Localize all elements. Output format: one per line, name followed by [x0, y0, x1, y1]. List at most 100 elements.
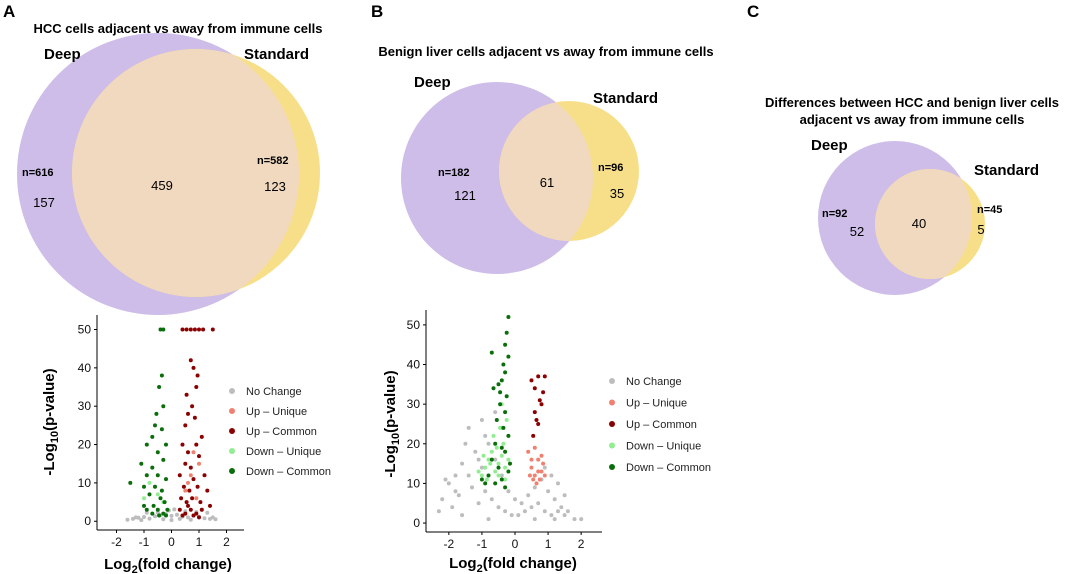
- volcano-b-point-s1-5: [531, 477, 536, 482]
- venn-b-overlap-count: 61: [540, 175, 554, 190]
- volcano-b-point-s3-16: [504, 418, 509, 422]
- volcano-a-point-s2-33: [198, 500, 203, 505]
- volcano-b-point-s0-9: [499, 473, 504, 478]
- volcano-a-point-s2-17: [180, 442, 185, 447]
- volcano-b-point-s0-31: [522, 509, 527, 514]
- volcano-a-point-s0-8: [175, 512, 179, 517]
- volcano-b-point-s4-12: [494, 418, 499, 422]
- volcano-b-xtick-label-4: 2: [578, 537, 585, 551]
- volcano-b-point-s0-30: [516, 513, 521, 518]
- venn-a-title: HCC cells adjacent vs away from immune c…: [33, 21, 322, 36]
- volcano-a-point-s4-19: [153, 484, 157, 489]
- volcano-b-point-s0-27: [496, 505, 501, 510]
- volcano-b-point-s1-13: [532, 445, 537, 450]
- volcano-a-point-s2-20: [197, 454, 201, 459]
- volcano-a-point-s2-26: [181, 484, 186, 489]
- volcano-b-points: [436, 315, 584, 522]
- volcano-a-point-s4-16: [144, 473, 149, 478]
- volcano-a-point-s1-5: [191, 450, 196, 455]
- volcano-a-point-s1-4: [186, 480, 190, 485]
- volcano-b-point-s4-16: [499, 445, 504, 450]
- volcano-a-point-s4-2: [159, 373, 164, 378]
- volcano-a-point-s4-29: [150, 511, 155, 516]
- venn-a-overlap: [71, 48, 299, 298]
- volcano-a-point-s4-13: [161, 457, 166, 462]
- volcano-b-point-s0-14: [532, 485, 537, 490]
- volcano-b-point-s4-19: [496, 465, 501, 470]
- volcano-b-xtick-label-3: 1: [545, 537, 552, 551]
- volcano-a-point-s2-35: [183, 511, 188, 516]
- volcano-b-point-s1-9: [541, 461, 546, 466]
- volcano-a-point-s4-27: [155, 507, 160, 512]
- volcano-b-point-s4-27: [508, 461, 512, 466]
- volcano-b-point-s4-7: [503, 370, 508, 375]
- volcano-a-point-s2-39: [208, 503, 212, 508]
- volcano-a-legend: No Change Up – Unique Up – Common Down – Un…: [229, 386, 331, 478]
- volcano-a-point-s0-25: [139, 518, 144, 523]
- volcano-a-point-s2-8: [191, 365, 196, 370]
- volcano-b-point-s2-2: [536, 374, 541, 379]
- venn-b-title: Benign liver cells adjacent vs away from…: [378, 44, 713, 59]
- volcano-a-point-s2-22: [188, 465, 193, 470]
- volcano-b-legend-label-0: No Change: [626, 376, 682, 388]
- volcano-b-xtick-label-1: -1: [477, 537, 488, 551]
- volcano-a-point-s4-17: [164, 477, 168, 482]
- volcano-a-point-s4-31: [165, 507, 170, 512]
- volcano-b-point-s0-42: [486, 517, 491, 522]
- volcano-a-point-s4-4: [161, 404, 166, 409]
- volcano-b-legend-swatch-2: [609, 421, 615, 427]
- volcano-b-point-s3-17: [484, 477, 489, 482]
- volcano-b-point-s0-17: [552, 497, 557, 502]
- volcano-a-point-s2-28: [195, 484, 200, 489]
- volcano-b-ytick-label-4: 40: [407, 358, 421, 372]
- volcano-a-point-s0-16: [125, 517, 130, 522]
- venn-c-total-deep: n=92: [822, 208, 847, 220]
- volcano-b-point-s4-25: [479, 477, 484, 482]
- volcano-a-point-s2-0: [180, 327, 185, 332]
- volcano-b-point-s0-3: [463, 441, 468, 446]
- volcano-a-legend-label-3: Down – Unique: [246, 446, 321, 458]
- venn-c-title-line1: Differences between HCC and benign liver…: [765, 95, 1059, 110]
- volcano-b-point-s0-50: [453, 489, 458, 494]
- volcano-b-point-s0-5: [473, 449, 478, 454]
- volcano-b-point-s0-53: [562, 493, 567, 498]
- volcano-b-point-s4-11: [503, 410, 508, 415]
- panel-label-b: B: [371, 2, 383, 21]
- volcano-b-point-s0-18: [559, 505, 564, 510]
- volcano-a-legend-swatch-0: [229, 388, 235, 394]
- volcano-b-point-s0-47: [483, 433, 488, 438]
- volcano-b-point-s2-10: [541, 390, 546, 395]
- volcano-b-point-s0-46: [476, 457, 481, 462]
- volcano-b-point-s4-0: [506, 315, 511, 319]
- volcano-a-point-s0-13: [202, 516, 207, 521]
- volcano-a-point-s2-9: [184, 392, 189, 397]
- volcano-a-point-s2-21: [183, 461, 188, 466]
- volcano-a-point-s2-2: [188, 327, 193, 332]
- volcano-b-point-s0-37: [562, 513, 567, 518]
- volcano-b-point-s0-56: [479, 418, 484, 422]
- volcano-b-point-s0-43: [532, 517, 537, 522]
- volcano-a-legend-swatch-2: [229, 428, 235, 434]
- volcano-b-point-s3-6: [499, 453, 504, 458]
- volcano-a-point-s0-20: [172, 507, 177, 512]
- volcano-a-point-s4-30: [142, 503, 146, 508]
- volcano-b-point-s0-13: [526, 493, 531, 498]
- venn-a: HCC cells adjacent vs away from immune c…: [17, 21, 323, 315]
- venn-b: Benign liver cells adjacent vs away from…: [378, 44, 714, 274]
- volcano-a-points: [125, 327, 218, 523]
- volcano-b-point-s0-1: [453, 473, 458, 478]
- volcano-b-point-s3-19: [503, 477, 508, 482]
- volcano-b-point-s0-52: [542, 465, 547, 470]
- volcano-b-point-s1-4: [539, 469, 544, 474]
- volcano-a-point-s2-42: [191, 513, 196, 518]
- volcano-b-ytick-label-5: 50: [407, 318, 421, 332]
- volcano-a-point-s2-3: [192, 327, 197, 332]
- volcano-b-point-s0-33: [536, 501, 541, 506]
- volcano-b-point-s4-28: [491, 386, 496, 391]
- volcano-b-point-s0-23: [470, 485, 474, 490]
- volcano-b-point-s1-10: [542, 473, 547, 478]
- volcano-b-point-s1-0: [526, 449, 531, 454]
- volcano-a-legend-label-4: Down – Common: [246, 466, 331, 478]
- volcano-a-point-s2-13: [190, 404, 195, 409]
